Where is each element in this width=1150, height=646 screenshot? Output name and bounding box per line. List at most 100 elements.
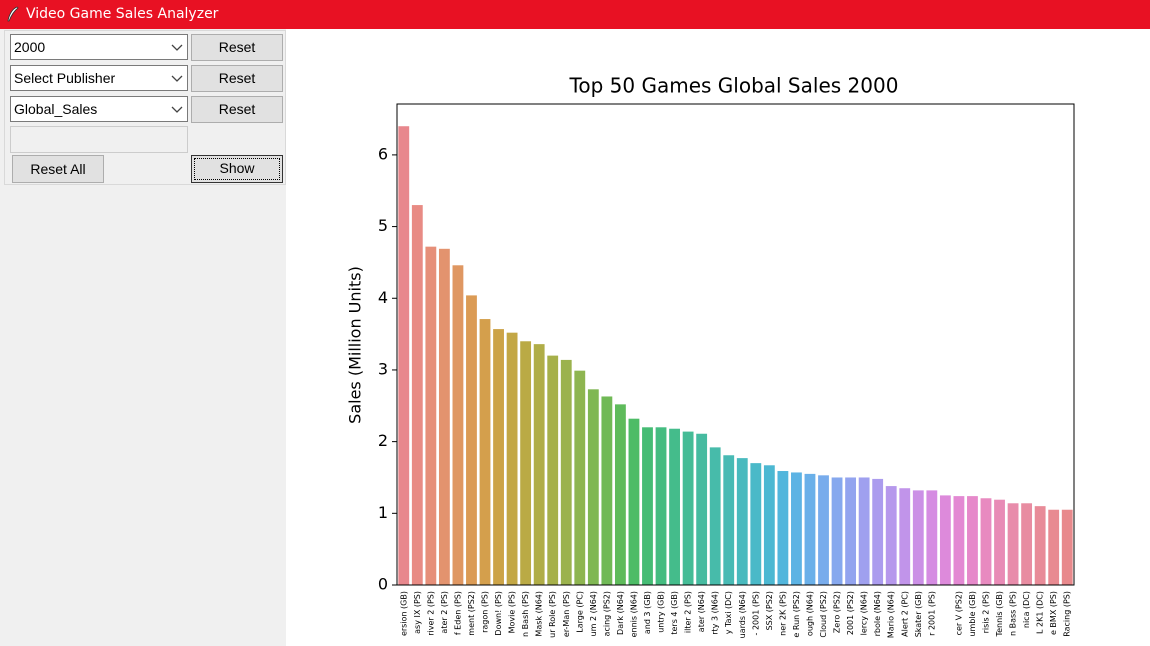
reset-all-button[interactable]: Reset All [12, 155, 104, 183]
y-tick-label: 2 [378, 431, 388, 450]
publisher-combobox[interactable]: Select Publisher [10, 65, 188, 91]
x-tick-label: Mario (N64) [887, 591, 896, 638]
y-tick-label: 0 [378, 575, 388, 594]
x-tick-label: untry (GB) [657, 591, 666, 633]
bar [791, 472, 802, 585]
x-tick-label: Racing (PS) [1063, 591, 1072, 637]
bar [899, 488, 911, 585]
metric-combobox[interactable]: Global_Sales [10, 96, 188, 122]
bar [994, 499, 1005, 585]
bar [885, 486, 897, 585]
y-tick-label: 6 [378, 144, 388, 163]
chart-title: Top 50 Games Global Sales 2000 [569, 74, 899, 98]
x-tick-label: ner 2K (PS) [778, 591, 787, 636]
metric-value: Global_Sales [14, 101, 98, 117]
x-tick-label: lercy (N64) [860, 591, 869, 635]
window-title: Video Game Sales Analyzer [26, 6, 219, 22]
x-tick-label: L 2K1 (DC) [1036, 591, 1045, 634]
reset-publisher-button[interactable]: Reset [191, 65, 283, 92]
bar [967, 496, 978, 585]
reset-metric-button[interactable]: Reset [191, 96, 283, 123]
x-tick-label: e BMX (PS) [1049, 591, 1058, 635]
show-button[interactable]: Show [191, 155, 283, 183]
bar [1048, 509, 1060, 585]
x-tick-label: Cloud (PS2) [819, 591, 828, 638]
x-tick-label: ilter 2 (PS) [684, 591, 693, 633]
bar [425, 246, 437, 586]
bar [1007, 503, 1019, 585]
bar [479, 319, 491, 585]
bar [655, 427, 667, 585]
bar [980, 498, 992, 585]
x-tick-label: r 2001 (PS) [927, 591, 936, 636]
x-tick-label: Tennis (GB) [995, 591, 1004, 637]
x-tick-label: rty 3 (N64) [711, 591, 720, 635]
reset-year-button[interactable]: Reset [191, 34, 283, 61]
x-tick-label: Dark (N64) [616, 591, 625, 635]
bar [574, 370, 586, 585]
x-tick-label: y Taxi (DC) [724, 591, 733, 634]
bar [642, 427, 653, 585]
x-tick-label: ters 4 (GB) [670, 591, 679, 635]
bar [750, 463, 762, 585]
x-tick-label: Alert 2 (PC) [900, 591, 909, 637]
bar [845, 477, 857, 585]
x-tick-label: acing (PS2) [602, 591, 611, 636]
bar [628, 418, 640, 585]
bar [763, 465, 775, 585]
x-tick-label: - 2001 (PS) [751, 591, 760, 635]
bar [520, 341, 532, 585]
bar [560, 359, 572, 585]
x-tick-label: ater 2 (PS) [440, 591, 449, 634]
x-tick-label: ennis (N64) [629, 591, 638, 637]
x-tick-label: Zero (PS2) [833, 591, 842, 633]
y-tick-label: 3 [378, 359, 388, 378]
axes-frame [396, 103, 1075, 586]
x-tick-label: Skater (GB) [914, 591, 923, 637]
x-tick-label: er-Man (PS) [562, 591, 571, 637]
y-tick-label: 4 [378, 288, 388, 307]
x-tick-label: SSX (PS2) [765, 591, 774, 630]
bar [547, 355, 559, 585]
bar [696, 433, 708, 585]
bar [601, 396, 613, 585]
y-tick-label: 1 [378, 503, 388, 522]
x-tick-label: n Bash (PS) [521, 591, 530, 637]
x-tick-label: rbole (N64) [873, 591, 882, 636]
x-tick-label: e Run (PS2) [792, 591, 801, 638]
bar [398, 126, 410, 586]
year-combobox[interactable]: 2000 [10, 34, 188, 60]
bar [438, 248, 450, 585]
bar [777, 471, 789, 585]
bar [723, 455, 735, 585]
bar [926, 490, 938, 585]
bar [1021, 503, 1033, 585]
y-tick-label: 5 [378, 216, 388, 235]
y-axis-label: Sales (Million Units) [346, 266, 365, 424]
x-tick-label: and 3 (GB) [643, 591, 652, 634]
x-tick-label: ater (N64) [697, 591, 706, 632]
bar [1034, 506, 1046, 585]
bar [953, 496, 965, 585]
bar [939, 495, 951, 585]
bar [493, 329, 504, 585]
x-tick-label: nica (DC) [1022, 591, 1031, 628]
control-frame [4, 30, 286, 185]
x-tick-label: 2001 (PS2) [846, 591, 855, 635]
bar [872, 478, 884, 585]
x-tick-label: risis 2 (PS) [981, 591, 990, 633]
x-tick-label: umble (GB) [968, 591, 977, 637]
bar [858, 477, 870, 585]
bar [466, 295, 477, 585]
x-tick-label: ragon (PS) [481, 591, 490, 633]
x-tick-label: Movie (PS) [508, 591, 517, 633]
x-tick-label: cer V (PS2) [954, 591, 963, 635]
bar [804, 473, 816, 585]
bar [614, 404, 626, 585]
x-tick-label: ough (N64) [805, 591, 814, 636]
app-icon [7, 6, 19, 22]
chart: Top 50 Games Global Sales 2000 Sales (Mi… [346, 74, 1075, 638]
bar [587, 389, 599, 585]
disabled-entry [10, 126, 188, 153]
